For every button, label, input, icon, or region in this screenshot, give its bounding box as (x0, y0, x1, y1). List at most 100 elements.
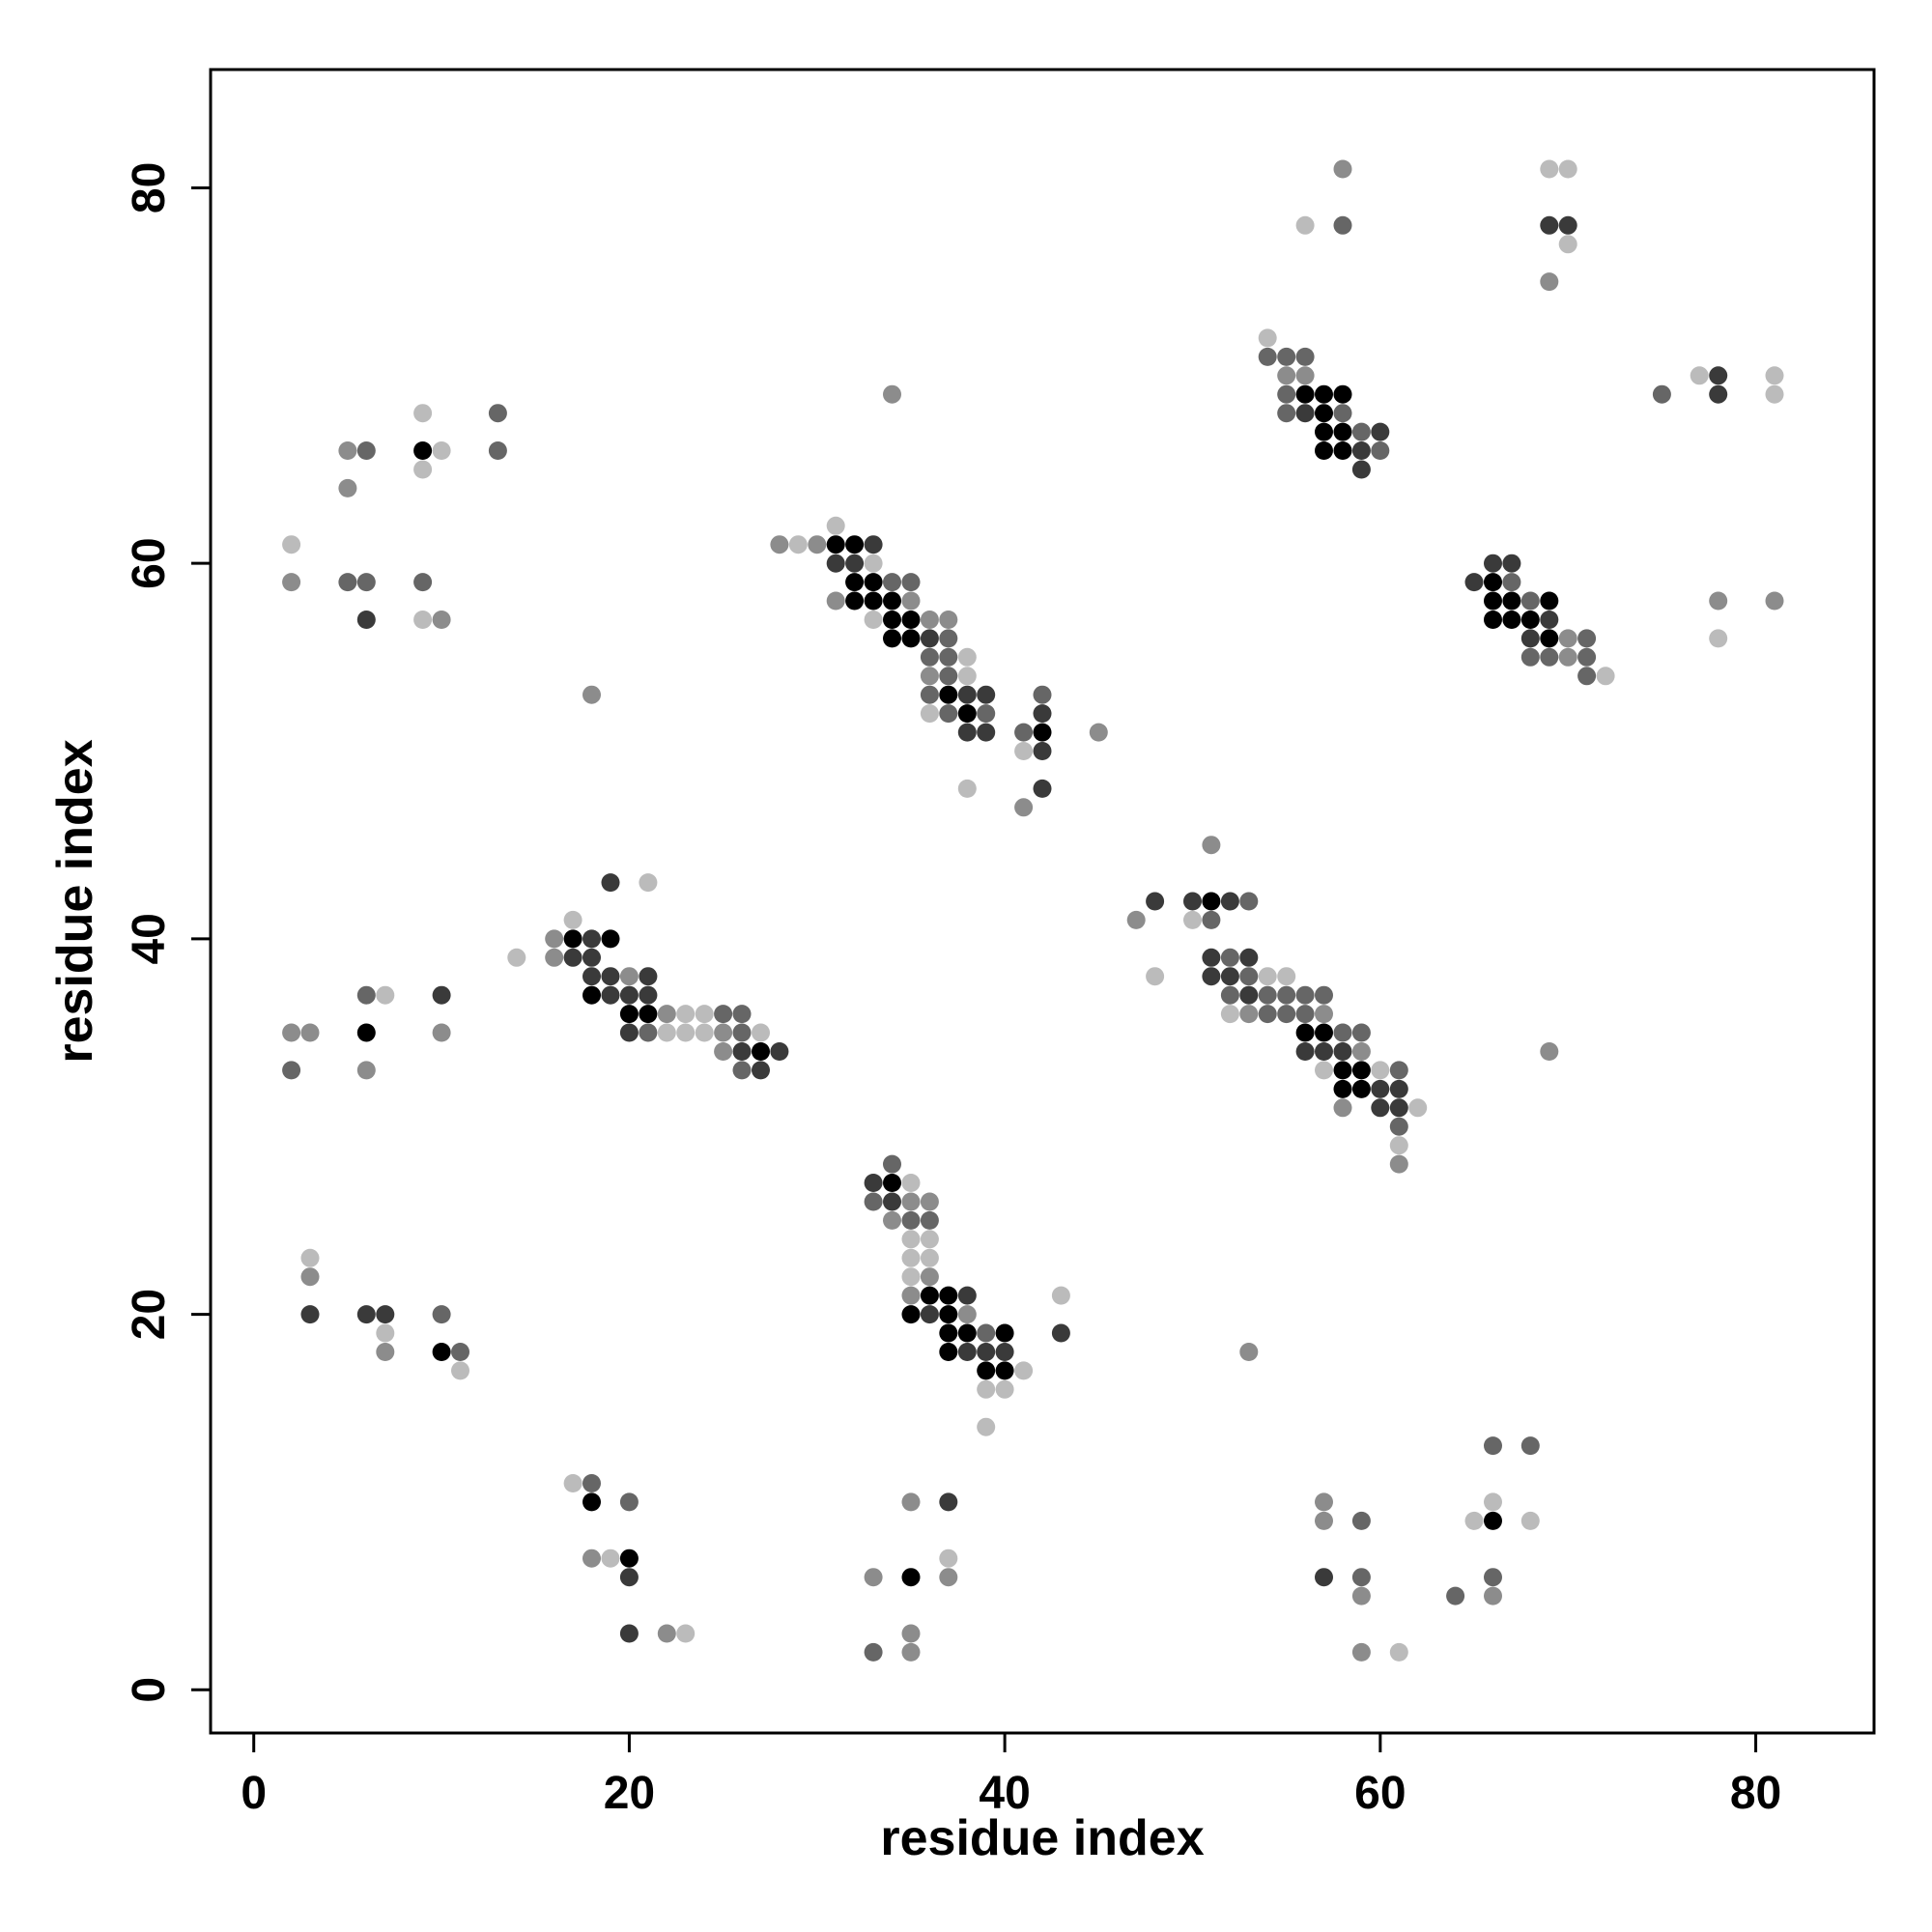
contact-point (1333, 215, 1352, 235)
contact-point (939, 1548, 958, 1568)
contact-point (1295, 384, 1315, 404)
contact-point (752, 1023, 770, 1042)
contact-point (1258, 347, 1277, 366)
contact-point (1333, 159, 1352, 179)
contact-point (977, 723, 996, 742)
contact-point (1277, 1005, 1296, 1024)
contact-point (1315, 1005, 1333, 1024)
contact-point (845, 554, 865, 573)
contact-point (732, 1061, 752, 1080)
contact-point (1389, 1642, 1408, 1662)
contact-point (920, 647, 939, 667)
contact-point (1126, 910, 1146, 929)
contact-point (1520, 1436, 1540, 1456)
contact-point (1389, 1079, 1408, 1098)
contact-point (1202, 967, 1221, 986)
contact-point (1389, 1061, 1408, 1080)
contact-point (338, 441, 357, 460)
contact-point (1558, 215, 1577, 235)
contact-point (639, 1005, 658, 1024)
contact-point (376, 985, 395, 1005)
contact-point (413, 611, 433, 629)
contact-point (1239, 1005, 1259, 1024)
contact-point (356, 1305, 376, 1324)
contact-point (619, 985, 639, 1005)
contact-point (920, 1210, 939, 1230)
contact-point (1295, 1005, 1315, 1024)
contact-point (864, 1568, 883, 1587)
contact-point (1351, 1568, 1371, 1587)
contact-point (1540, 159, 1559, 179)
contact-point (1484, 611, 1502, 629)
contact-point (1315, 1061, 1333, 1080)
contact-point (1389, 1136, 1408, 1155)
contact-point (1014, 1361, 1034, 1380)
y-tick-label: 80 (124, 162, 175, 213)
contact-point (732, 1042, 752, 1061)
contact-point (770, 1042, 789, 1061)
contact-point (977, 685, 996, 704)
contact-point (977, 1343, 996, 1361)
contact-point (1389, 1154, 1408, 1174)
contact-point (901, 1230, 921, 1249)
contact-point (957, 1323, 977, 1343)
contact-point (920, 611, 939, 629)
contact-point (300, 1305, 320, 1324)
contact-point (864, 591, 883, 611)
contact-point (1484, 1492, 1502, 1512)
contact-point (1146, 892, 1165, 911)
contact-point (619, 1023, 639, 1042)
contact-point (1315, 1568, 1333, 1587)
contact-point (864, 1192, 883, 1211)
contact-point (788, 535, 808, 554)
contact-point (432, 985, 451, 1005)
contact-point (676, 1023, 696, 1042)
contact-point (1239, 985, 1259, 1005)
contact-point (1484, 1511, 1502, 1530)
contact-point (1295, 215, 1315, 235)
contact-point (451, 1361, 469, 1380)
contact-point (1446, 1586, 1465, 1605)
contact-point (1277, 967, 1296, 986)
contact-point (1033, 779, 1052, 798)
contact-point (1315, 1511, 1333, 1530)
contact-point (1690, 366, 1709, 385)
contact-point (939, 704, 958, 724)
contact-point (957, 723, 977, 742)
contact-point (376, 1323, 395, 1343)
contact-point (432, 441, 451, 460)
contact-point (995, 1343, 1014, 1361)
contact-point (563, 910, 582, 929)
contact-point (356, 985, 376, 1005)
contact-point (920, 685, 939, 704)
contact-point (1351, 1023, 1371, 1042)
contact-point (1502, 591, 1521, 611)
contact-point (1315, 441, 1333, 460)
contact-point (432, 611, 451, 629)
x-axis: 0 20 40 60 80 (241, 1733, 1781, 1819)
contact-point (413, 573, 433, 592)
contact-point (1351, 422, 1371, 441)
contact-point (1558, 647, 1577, 667)
contact-point (1351, 1079, 1371, 1098)
contact-point (977, 704, 996, 724)
contact-point (1371, 1061, 1390, 1080)
contact-point (995, 1361, 1014, 1380)
contact-point (977, 1323, 996, 1343)
contact-point (1351, 460, 1371, 479)
contact-point (1351, 1642, 1371, 1662)
contact-point (1540, 272, 1559, 292)
y-tick-label: 20 (124, 1289, 175, 1340)
contact-point (582, 929, 601, 949)
contact-point (1540, 215, 1559, 235)
contact-point (1408, 1098, 1428, 1118)
contact-point (282, 573, 301, 592)
contact-point (1351, 1061, 1371, 1080)
contact-point (657, 1005, 676, 1024)
contact-point (1051, 1323, 1070, 1343)
contact-point (639, 1023, 658, 1042)
contact-point (714, 1005, 733, 1024)
contact-point (1315, 1492, 1333, 1512)
contact-point (582, 985, 601, 1005)
contact-point (695, 1023, 714, 1042)
